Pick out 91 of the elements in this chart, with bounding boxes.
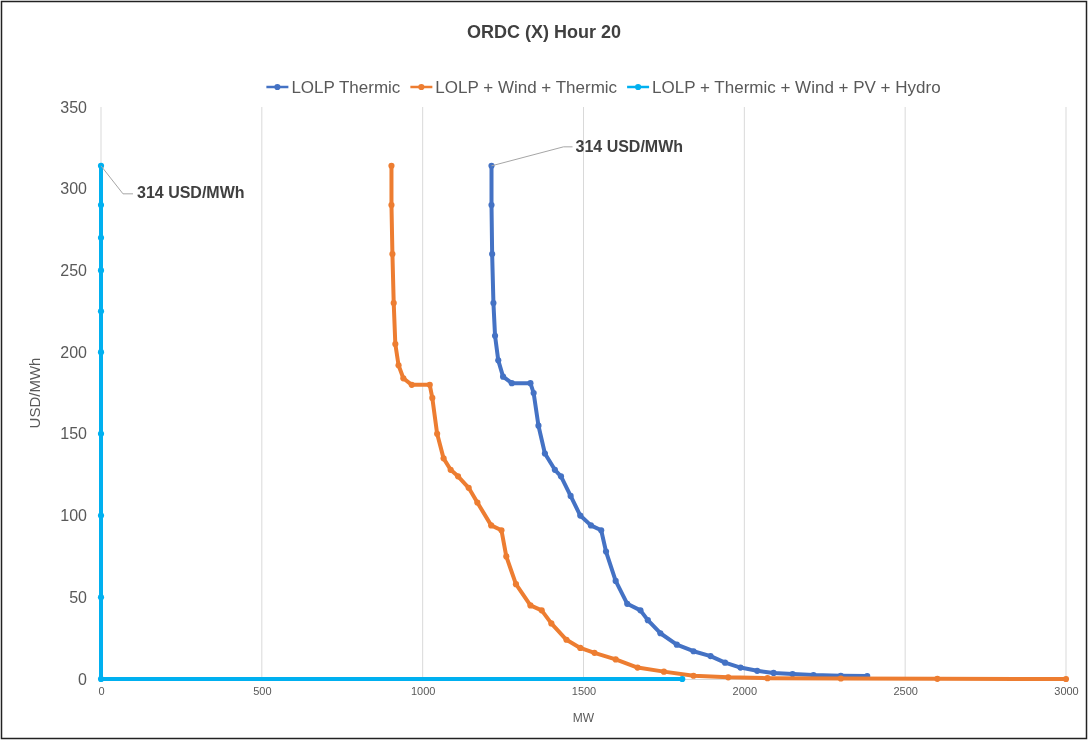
- point: [754, 667, 761, 674]
- point: [637, 607, 644, 614]
- point: [541, 450, 548, 457]
- point: [434, 430, 441, 437]
- point: [408, 381, 415, 388]
- point: [488, 201, 495, 209]
- point: [488, 522, 495, 529]
- point: [725, 674, 732, 681]
- point: [548, 620, 555, 627]
- point: [512, 581, 520, 588]
- x-tick-label: 3000: [1054, 684, 1079, 697]
- x-tick-label: 0: [98, 684, 105, 697]
- point: [660, 668, 668, 675]
- x-tick-label: 2500: [893, 684, 918, 697]
- point: [491, 332, 499, 339]
- point: [624, 600, 631, 607]
- x-axis-title: MW: [572, 711, 595, 725]
- point: [530, 389, 537, 397]
- point: [612, 656, 619, 663]
- point: [563, 636, 570, 643]
- point: [657, 630, 664, 637]
- x-tick-label: 1500: [571, 684, 597, 697]
- point: [690, 648, 697, 655]
- point: [764, 675, 771, 682]
- point: [454, 473, 462, 480]
- y-tick-label: 300: [60, 180, 88, 198]
- point: [392, 340, 399, 348]
- point: [557, 473, 565, 480]
- point: [634, 664, 641, 671]
- point: [577, 644, 584, 652]
- point: [489, 251, 496, 258]
- point: [390, 300, 397, 307]
- point: [429, 394, 436, 401]
- point: [679, 675, 686, 683]
- point: [388, 162, 395, 169]
- point: [400, 375, 407, 382]
- y-tick-label: 150: [60, 425, 88, 443]
- point: [535, 422, 542, 429]
- annotation: 314 USD/MWh: [137, 183, 245, 201]
- point: [447, 466, 454, 473]
- point: [538, 607, 545, 614]
- point: [527, 602, 534, 609]
- point: [707, 653, 714, 660]
- point: [474, 499, 481, 506]
- point: [770, 669, 777, 677]
- point: [591, 649, 598, 656]
- point: [587, 522, 594, 529]
- legend-label: LOLP + Wind + Thermic: [435, 78, 618, 97]
- point: [602, 548, 610, 555]
- point: [673, 641, 680, 648]
- point: [490, 300, 497, 307]
- point: [1062, 675, 1070, 683]
- point: [577, 512, 584, 519]
- point: [721, 659, 729, 666]
- y-tick-label: 250: [60, 262, 88, 280]
- point: [934, 675, 941, 682]
- y-tick-label: 200: [60, 343, 88, 361]
- x-tick-label: 2000: [732, 684, 758, 697]
- y-tick-label: 50: [69, 588, 88, 606]
- point: [567, 492, 574, 500]
- annotation: 314 USD/MWh: [575, 137, 684, 155]
- point: [499, 373, 507, 380]
- point: [388, 201, 395, 209]
- point: [508, 380, 515, 387]
- point: [495, 357, 502, 364]
- point: [389, 251, 396, 258]
- point: [97, 675, 105, 683]
- legend-label: LOLP Thermic: [291, 78, 401, 97]
- point: [644, 617, 651, 624]
- point: [426, 381, 433, 388]
- point: [97, 234, 105, 241]
- legend-label: LOLP + Thermic + Wind + PV + Hydro: [652, 78, 941, 97]
- point: [737, 664, 744, 671]
- point: [465, 484, 472, 491]
- point: [498, 527, 505, 534]
- y-axis-title: USD/MWh: [26, 357, 43, 429]
- point: [395, 362, 402, 369]
- point: [690, 672, 697, 679]
- point: [527, 380, 534, 387]
- y-tick-label: 350: [60, 98, 88, 116]
- point: [598, 527, 605, 534]
- y-tick-label: 100: [60, 507, 88, 525]
- x-tick-label: 500: [253, 684, 272, 697]
- x-tick-label: 1000: [410, 684, 436, 697]
- point: [612, 577, 619, 585]
- point: [97, 308, 105, 315]
- chart-title: ORDC (X) Hour 20: [466, 22, 622, 42]
- point: [440, 455, 447, 462]
- point: [503, 553, 510, 560]
- point: [97, 201, 105, 209]
- point: [551, 466, 558, 473]
